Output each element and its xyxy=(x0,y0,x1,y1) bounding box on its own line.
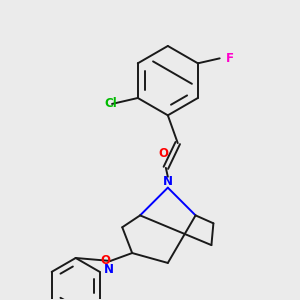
Text: N: N xyxy=(163,175,173,188)
Text: O: O xyxy=(159,147,169,160)
Text: O: O xyxy=(100,254,110,268)
Text: F: F xyxy=(226,52,234,65)
Text: N: N xyxy=(104,263,114,276)
Text: Cl: Cl xyxy=(104,98,117,110)
